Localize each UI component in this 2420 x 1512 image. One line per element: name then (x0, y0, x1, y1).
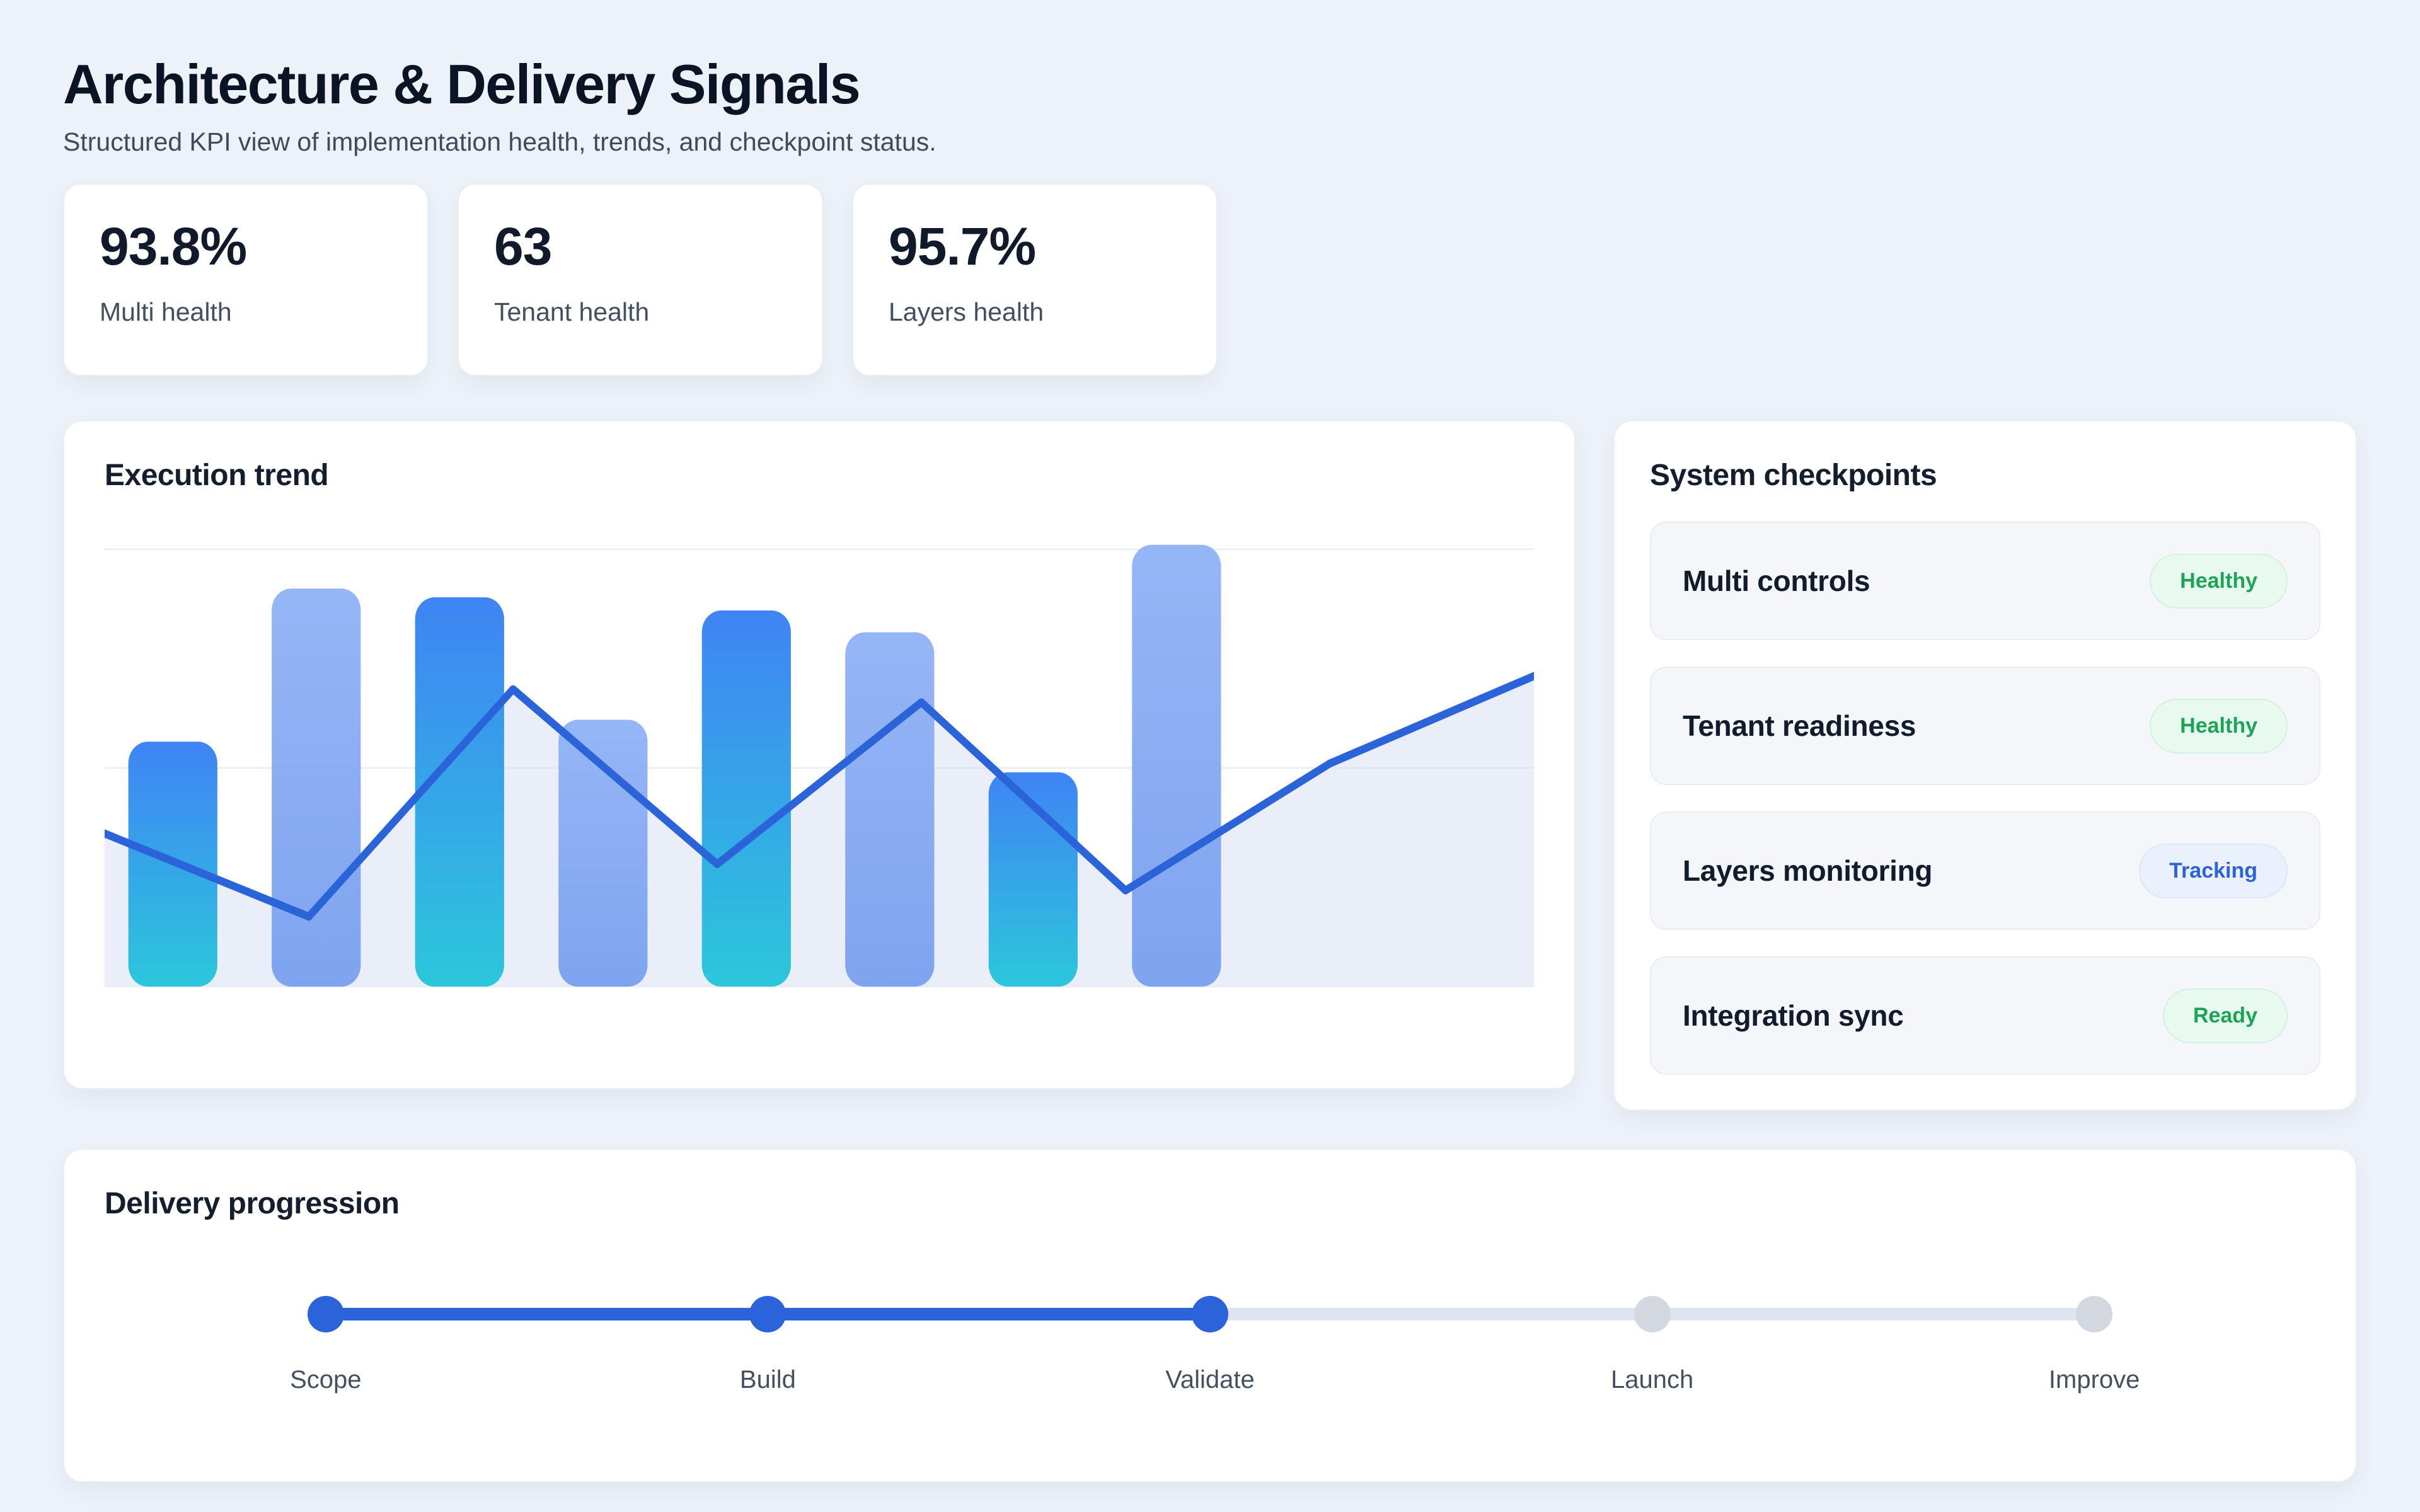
step-label-improve: Improve (2048, 1366, 2140, 1394)
kpi-row: 93.8% Multi health 63 Tenant health 95.7… (63, 183, 2357, 377)
delivery-progression-card: Delivery progression (63, 1148, 2357, 1483)
step-launch (1431, 1295, 1874, 1333)
checkpoint-row-multi-controls[interactable]: Multi controls Healthy (1650, 522, 2320, 641)
step-label-scope: Scope (290, 1366, 362, 1394)
kpi-label: Layers health (889, 297, 1044, 327)
checkpoint-label: Multi controls (1683, 564, 1870, 598)
status-badge: Tracking (2139, 843, 2288, 898)
step-dot-scope[interactable] (307, 1296, 344, 1333)
kpi-value: 95.7% (889, 217, 1036, 277)
status-badge: Healthy (2150, 553, 2288, 609)
kpi-label: Tenant health (494, 297, 650, 327)
step-label-validate: Validate (1165, 1366, 1255, 1394)
checkpoint-label: Integration sync (1683, 999, 1904, 1033)
page-subtitle: Structured KPI view of implementation he… (63, 127, 936, 157)
step-dot-validate[interactable] (1191, 1296, 1228, 1333)
kpi-card-multi-health: 93.8% Multi health (63, 183, 429, 377)
status-badge: Healthy (2150, 698, 2288, 753)
kpi-value: 63 (494, 217, 552, 277)
status-badge: Ready (2162, 988, 2288, 1043)
step-dot-improve[interactable] (2076, 1296, 2113, 1333)
step-dot-build[interactable] (749, 1296, 786, 1333)
stepper-label-row: Scope Build Validate Launch Improve (105, 1366, 2315, 1394)
step-label-launch: Launch (1610, 1366, 1694, 1394)
kpi-card-layers-health: 95.7% Layers health (852, 183, 1218, 377)
step-scope (105, 1295, 547, 1333)
system-checkpoints-card: System checkpoints Multi controls Health… (1613, 420, 2357, 1111)
stepper-dot-row (105, 1295, 2315, 1333)
execution-trend-title: Execution trend (105, 459, 329, 493)
checkpoint-list: Multi controls Healthy Tenant readiness … (1650, 522, 2320, 1075)
step-dot-launch[interactable] (1634, 1296, 1671, 1333)
delivery-progression-title: Delivery progression (105, 1187, 400, 1221)
main-row: Execution trend System checkpoints Multi… (63, 420, 2357, 1111)
page-title: Architecture & Delivery Signals (63, 53, 861, 115)
checkpoint-label: Layers monitoring (1683, 854, 1933, 888)
delivery-stepper: Scope Build Validate Launch Improve (105, 1295, 2315, 1394)
step-label-build: Build (739, 1366, 796, 1394)
kpi-label: Multi health (100, 297, 232, 327)
execution-trend-card: Execution trend (63, 420, 1576, 1090)
checkpoint-row-tenant-readiness[interactable]: Tenant readiness Healthy (1650, 667, 2320, 786)
checkpoint-label: Tenant readiness (1683, 709, 1916, 743)
step-improve (1873, 1295, 2315, 1333)
execution-trend-chart (105, 545, 1534, 988)
kpi-value: 93.8% (100, 217, 247, 277)
checkpoint-row-integration-sync[interactable]: Integration sync Ready (1650, 956, 2320, 1075)
system-checkpoints-title: System checkpoints (1650, 459, 1937, 493)
step-build (547, 1295, 989, 1333)
step-validate (989, 1295, 1431, 1333)
checkpoint-row-layers-monitoring[interactable]: Layers monitoring Tracking (1650, 811, 2320, 931)
kpi-card-tenant-health: 63 Tenant health (458, 183, 823, 377)
